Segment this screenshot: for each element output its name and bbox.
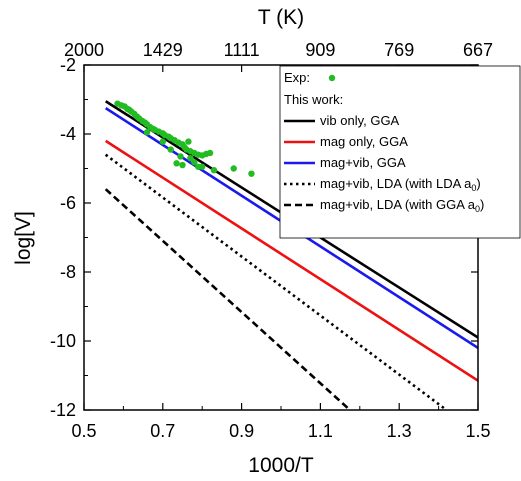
legend-entry-label: vib only, GGA xyxy=(320,113,400,128)
top-axis-title: T (K) xyxy=(258,6,304,29)
exp-data-point xyxy=(159,138,166,145)
exp-data-point xyxy=(206,149,214,157)
top-tick-label: 667 xyxy=(463,40,493,60)
exp-data-point xyxy=(230,165,237,172)
y-tick-label: -12 xyxy=(50,400,76,420)
y-axis-ticks: -12 -10 -8 -6 -4 -2 xyxy=(50,55,478,420)
exp-data-point xyxy=(143,129,151,136)
legend-exp-marker xyxy=(328,74,336,82)
exp-data-point xyxy=(177,153,184,160)
x-axis-ticks: 0.5 0.7 0.9 1.1 1.3 1.5 xyxy=(71,65,491,441)
y-tick-label: -8 xyxy=(60,262,76,282)
exp-data-point xyxy=(187,154,194,162)
exp-data-point xyxy=(167,146,174,153)
exp-data-point xyxy=(179,161,186,169)
legend-entry-label: mag+vib, LDA (with LDA a0) xyxy=(320,176,481,193)
exp-data-point xyxy=(185,138,192,145)
legend-entry-label: mag+vib, GGA xyxy=(320,155,406,170)
y-tick-label: -6 xyxy=(60,193,76,213)
series-line xyxy=(104,139,478,382)
x-tick-label: 1.3 xyxy=(387,421,412,441)
legend-entry-label: mag+vib, LDA (with GGA a0) xyxy=(320,197,484,214)
exp-data-point xyxy=(210,167,218,174)
top-tick-label: 909 xyxy=(305,40,335,60)
exp-data-point xyxy=(199,163,206,170)
y-tick-label: -2 xyxy=(60,55,76,75)
top-axis-ticks: 2000 1429 1111 909 769 667 xyxy=(64,40,493,60)
y-tick-label: -10 xyxy=(50,331,76,351)
x-tick-label: 0.5 xyxy=(71,421,96,441)
exp-data-point xyxy=(191,159,198,166)
y-tick-label: -4 xyxy=(60,124,76,144)
top-tick-label: 1429 xyxy=(143,40,183,60)
legend-exp-label: Exp: xyxy=(284,70,310,85)
legend-header: This work: xyxy=(284,92,343,107)
x-tick-label: 1.5 xyxy=(465,421,490,441)
legend-box xyxy=(279,65,521,239)
top-tick-label: 769 xyxy=(384,40,414,60)
x-tick-label: 0.7 xyxy=(150,421,175,441)
legend-entry-label: mag only, GGA xyxy=(320,134,408,149)
legend: Exp: This work: vib only, GGA mag only, GGA… xyxy=(279,65,521,239)
x-axis-title: 1000/T xyxy=(248,454,314,477)
x-tick-label: 1.1 xyxy=(308,421,333,441)
y-axis-title: log[V] xyxy=(12,211,35,265)
experimental-points xyxy=(114,100,255,177)
exp-data-point xyxy=(248,170,255,177)
x-tick-label: 0.9 xyxy=(229,421,254,441)
series-line xyxy=(104,153,448,410)
top-tick-label: 2000 xyxy=(64,40,104,60)
exp-data-point xyxy=(173,160,180,167)
top-tick-label: 1111 xyxy=(224,40,260,60)
